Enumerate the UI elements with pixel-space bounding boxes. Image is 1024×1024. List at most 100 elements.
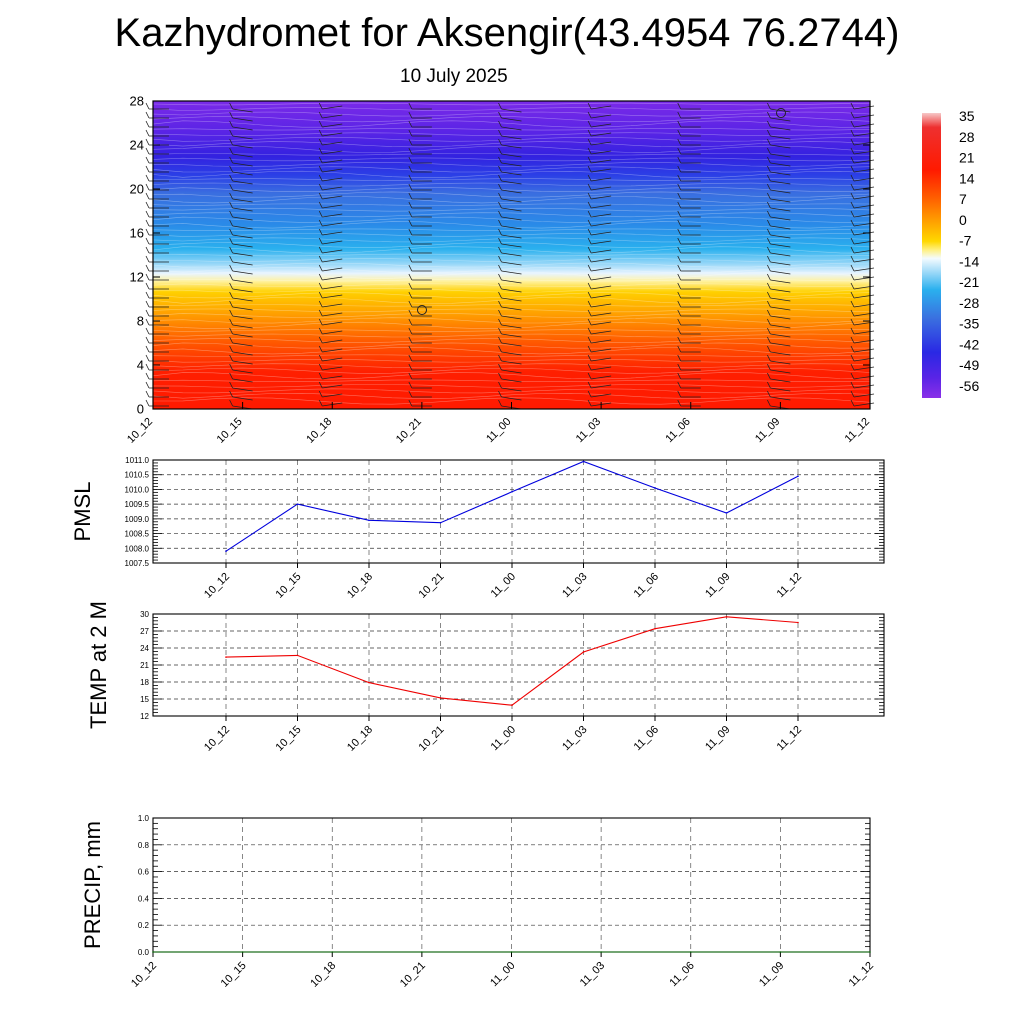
x-tick-label: 11_06 xyxy=(632,571,662,601)
y-tick-label: 16 xyxy=(130,226,144,241)
calm-marker xyxy=(776,108,786,118)
y-tick-label: 28 xyxy=(130,94,144,109)
colorbar-label: -21 xyxy=(959,274,979,290)
data-point xyxy=(511,490,513,493)
data-point xyxy=(368,519,370,522)
calm-marker xyxy=(417,305,427,315)
x-tick-label: 11_03 xyxy=(578,960,608,990)
x-tick-label: 11_06 xyxy=(663,416,693,446)
data-point xyxy=(797,621,799,624)
colorbar-label: 0 xyxy=(959,212,967,228)
colorbar-label: -56 xyxy=(959,378,979,394)
data-point xyxy=(296,503,299,505)
colorbar-label: 28 xyxy=(959,129,975,145)
x-tick-label: 11_12 xyxy=(843,416,873,446)
colorbar-label: 14 xyxy=(959,170,975,186)
data-point xyxy=(779,951,782,953)
y-tick-label: 8 xyxy=(137,314,144,329)
data-point xyxy=(296,654,299,657)
chart-title: Kazhydromet for Aksengir(43.4954 76.2744… xyxy=(114,11,900,55)
y-tick-label: 1008.0 xyxy=(125,544,150,553)
y-tick-label: 12 xyxy=(130,270,144,285)
x-tick-label: 10_15 xyxy=(215,416,245,446)
wind-barbs xyxy=(145,102,875,410)
x-tick-label: 10_15 xyxy=(274,724,304,754)
data-point xyxy=(582,460,585,463)
x-tick-label: 11_03 xyxy=(560,571,590,601)
colorbar-label: -42 xyxy=(959,336,979,352)
x-tick-label: 10_21 xyxy=(417,724,447,754)
y-tick-label: 0 xyxy=(137,402,144,417)
x-tick-label: 11_09 xyxy=(703,724,733,754)
y-tick-label: 0.8 xyxy=(138,841,150,850)
x-tick-label: 10_21 xyxy=(398,960,428,990)
data-point xyxy=(582,651,585,653)
colorbar-label: 35 xyxy=(959,108,975,124)
colorbar-label: 7 xyxy=(959,191,967,207)
y-tick-label: 1009.5 xyxy=(125,500,150,509)
y-tick-label: 4 xyxy=(137,358,144,373)
data-point xyxy=(225,550,227,553)
y-tick-label: 1009.0 xyxy=(125,515,150,524)
heatmap-isolines xyxy=(152,102,871,405)
data-point xyxy=(331,951,334,953)
y-tick-label: 0.4 xyxy=(138,894,150,903)
x-tick-label: 10_12 xyxy=(125,416,155,446)
x-tick-label: 11_00 xyxy=(484,416,514,446)
colorbar-label: -7 xyxy=(959,233,972,249)
colorbar-label: 21 xyxy=(959,150,975,166)
y-axis-label: PMSL xyxy=(70,482,95,542)
y-tick-label: 15 xyxy=(140,695,149,704)
x-tick-label: 11_09 xyxy=(703,571,733,601)
y-tick-label: 0.0 xyxy=(138,948,150,957)
data-point xyxy=(241,951,244,953)
data-point xyxy=(725,512,728,514)
data-point xyxy=(225,656,227,658)
x-tick-label: 10_18 xyxy=(345,724,375,754)
x-tick-label: 11_12 xyxy=(775,724,805,754)
y-tick-label: 12 xyxy=(140,712,149,721)
x-tick-label: 10_21 xyxy=(417,571,447,601)
data-point xyxy=(421,951,423,953)
data-point xyxy=(654,487,656,489)
data-point xyxy=(689,951,692,953)
data-point xyxy=(725,616,728,618)
y-tick-label: 1010.0 xyxy=(125,485,150,494)
y-tick-label: 20 xyxy=(130,182,144,197)
colorbar-label: -28 xyxy=(959,295,979,311)
x-tick-label: 11_00 xyxy=(488,960,518,990)
data-point xyxy=(368,681,370,684)
colorbar-label: -49 xyxy=(959,357,979,373)
x-tick-label: 11_03 xyxy=(574,416,604,446)
colorbar xyxy=(922,113,941,398)
x-tick-label: 10_18 xyxy=(345,571,375,601)
y-tick-label: 1007.5 xyxy=(125,559,150,568)
x-tick-label: 10_18 xyxy=(304,416,334,446)
x-tick-label: 11_12 xyxy=(775,571,805,601)
y-axis-label: TEMP at 2 M xyxy=(86,601,111,729)
x-tick-label: 11_00 xyxy=(489,724,519,754)
heatmap-field xyxy=(153,101,870,409)
data-point xyxy=(600,951,602,953)
y-tick-label: 24 xyxy=(140,644,149,653)
data-point xyxy=(797,475,799,477)
x-tick-label: 11_12 xyxy=(847,960,877,990)
x-tick-label: 11_09 xyxy=(753,416,783,446)
data-point xyxy=(511,704,513,707)
x-tick-label: 11_06 xyxy=(632,724,662,754)
x-tick-label: 10_15 xyxy=(274,571,304,601)
data-point xyxy=(654,627,656,630)
y-tick-label: 1011.0 xyxy=(125,456,149,465)
x-tick-label: 10_12 xyxy=(202,571,232,601)
x-tick-label: 10_12 xyxy=(129,960,159,990)
y-tick-label: 18 xyxy=(140,678,149,687)
x-tick-label: 10_12 xyxy=(202,724,232,754)
plot-frame xyxy=(152,613,885,717)
y-axis-label: PRECIP, mm xyxy=(80,821,105,949)
x-tick-label: 11_03 xyxy=(560,724,590,754)
data-point xyxy=(152,951,154,953)
y-tick-label: 24 xyxy=(130,138,144,153)
y-tick-label: 30 xyxy=(140,610,149,619)
colorbar-label: -35 xyxy=(959,316,979,332)
